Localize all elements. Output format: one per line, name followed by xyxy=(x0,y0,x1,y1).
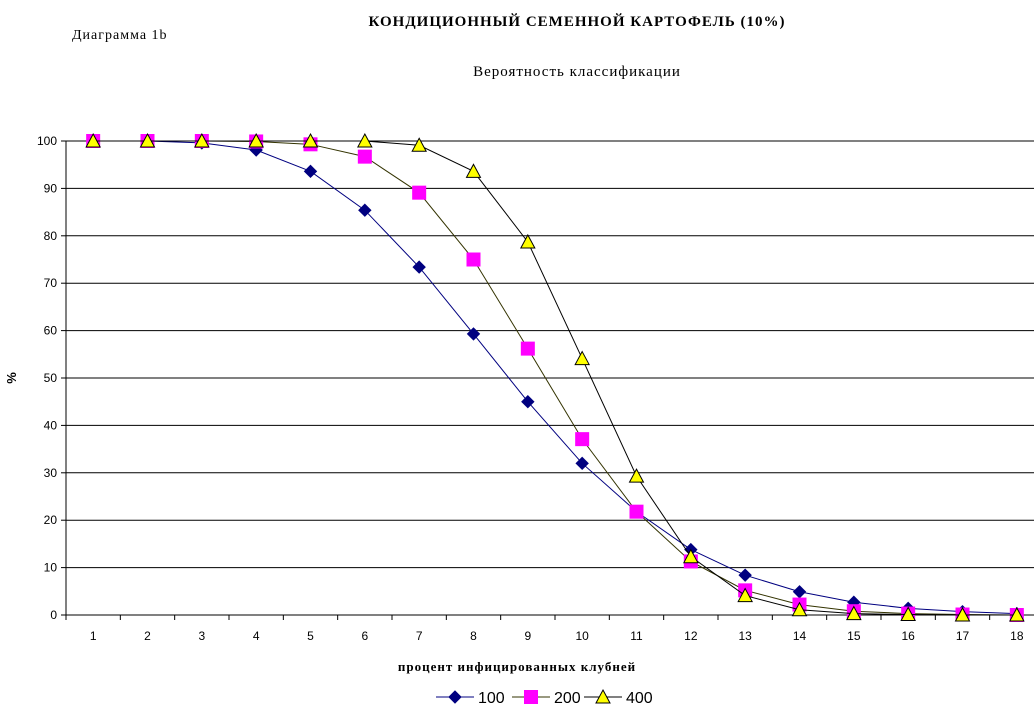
x-tick-label: 16 xyxy=(901,629,915,643)
x-axis-title: процент инфицированных клубней xyxy=(398,659,636,674)
y-tick-label: 90 xyxy=(44,181,58,195)
x-tick-label: 14 xyxy=(793,629,807,643)
series-100 xyxy=(86,134,1024,621)
x-tick-label: 15 xyxy=(847,629,861,643)
data-point-400 xyxy=(411,137,428,152)
x-tick-label: 8 xyxy=(470,629,477,643)
data-point-100 xyxy=(358,203,372,217)
data-point-100 xyxy=(303,164,318,179)
x-tick-label: 17 xyxy=(956,629,970,643)
data-point-400 xyxy=(139,132,156,148)
data-point-200 xyxy=(412,185,427,200)
series-line-400 xyxy=(93,140,1017,616)
x-tick-label: 4 xyxy=(253,629,260,643)
data-point-400 xyxy=(85,132,102,148)
data-point-100 xyxy=(521,394,535,409)
data-point-400 xyxy=(682,548,699,564)
y-tick-label: 0 xyxy=(50,608,57,622)
x-tick-label: 6 xyxy=(361,629,368,643)
chart-title: КОНДИЦИОННЫЙ СЕМЕННОЙ КАРТОФЕЛЬ (10%) xyxy=(368,14,786,30)
y-tick-label: 70 xyxy=(44,276,58,290)
x-tick-label: 10 xyxy=(575,629,589,643)
x-tick-label: 5 xyxy=(307,629,314,643)
data-point-400 xyxy=(900,606,917,622)
data-point-100 xyxy=(792,585,807,599)
data-point-100 xyxy=(412,260,426,274)
x-tick-label: 18 xyxy=(1010,629,1024,643)
x-tick-label: 3 xyxy=(198,629,205,643)
data-point-400 xyxy=(356,132,373,148)
legend-item-400: 400 xyxy=(584,688,653,707)
x-tick-label: 11 xyxy=(630,629,643,643)
x-tick-label: 1 xyxy=(90,629,97,643)
legend-label: 100 xyxy=(478,690,505,707)
series-400 xyxy=(85,132,1025,622)
data-point-200 xyxy=(575,432,590,447)
series-line-100 xyxy=(93,140,1017,615)
data-point-400 xyxy=(302,132,319,148)
data-point-400 xyxy=(1008,606,1025,622)
y-axis-title: % xyxy=(4,372,19,384)
data-point-200 xyxy=(629,504,644,519)
legend-marker xyxy=(448,690,462,704)
data-point-400 xyxy=(954,606,971,622)
y-tick-label: 20 xyxy=(44,513,58,527)
x-tick-label: 2 xyxy=(144,629,151,643)
legend-label: 200 xyxy=(554,690,581,707)
x-tick-label: 7 xyxy=(416,629,423,643)
data-point-200 xyxy=(466,252,481,267)
gridlines xyxy=(66,140,1034,616)
x-tick-label: 12 xyxy=(684,629,698,643)
x-tick-label: 9 xyxy=(524,629,531,643)
data-point-400 xyxy=(628,468,645,483)
data-point-400 xyxy=(737,587,754,603)
y-tick-label: 10 xyxy=(44,561,58,575)
data-point-200 xyxy=(520,341,535,356)
y-tick-label: 60 xyxy=(44,324,58,338)
y-tick-label: 80 xyxy=(44,229,58,243)
data-point-100 xyxy=(466,327,481,341)
data-point-100 xyxy=(738,568,752,582)
y-tick-label: 30 xyxy=(44,466,58,480)
data-point-400 xyxy=(193,132,210,148)
legend-marker xyxy=(595,688,611,704)
legend-label: 400 xyxy=(626,690,653,707)
data-point-100 xyxy=(575,456,589,471)
legend-marker xyxy=(524,690,538,704)
y-tick-label: 50 xyxy=(44,371,58,385)
x-tick-label: 13 xyxy=(738,629,752,643)
data-point-400 xyxy=(465,163,482,178)
data-point-200 xyxy=(357,149,372,164)
legend-item-100: 100 xyxy=(436,690,505,707)
chart-subtitle: Вероятность классификации xyxy=(473,64,681,80)
data-point-400 xyxy=(574,350,591,366)
series-group xyxy=(85,132,1025,622)
data-point-400 xyxy=(519,233,536,249)
y-tick-label: 100 xyxy=(37,134,57,148)
data-point-400 xyxy=(791,601,808,617)
diagram-label: Диаграмма 1b xyxy=(72,28,168,43)
y-tick-label: 40 xyxy=(44,418,58,432)
legend-item-200: 200 xyxy=(512,690,581,707)
legend: 100 200 400 xyxy=(436,688,653,707)
data-point-400 xyxy=(248,132,265,148)
data-point-400 xyxy=(845,605,862,621)
